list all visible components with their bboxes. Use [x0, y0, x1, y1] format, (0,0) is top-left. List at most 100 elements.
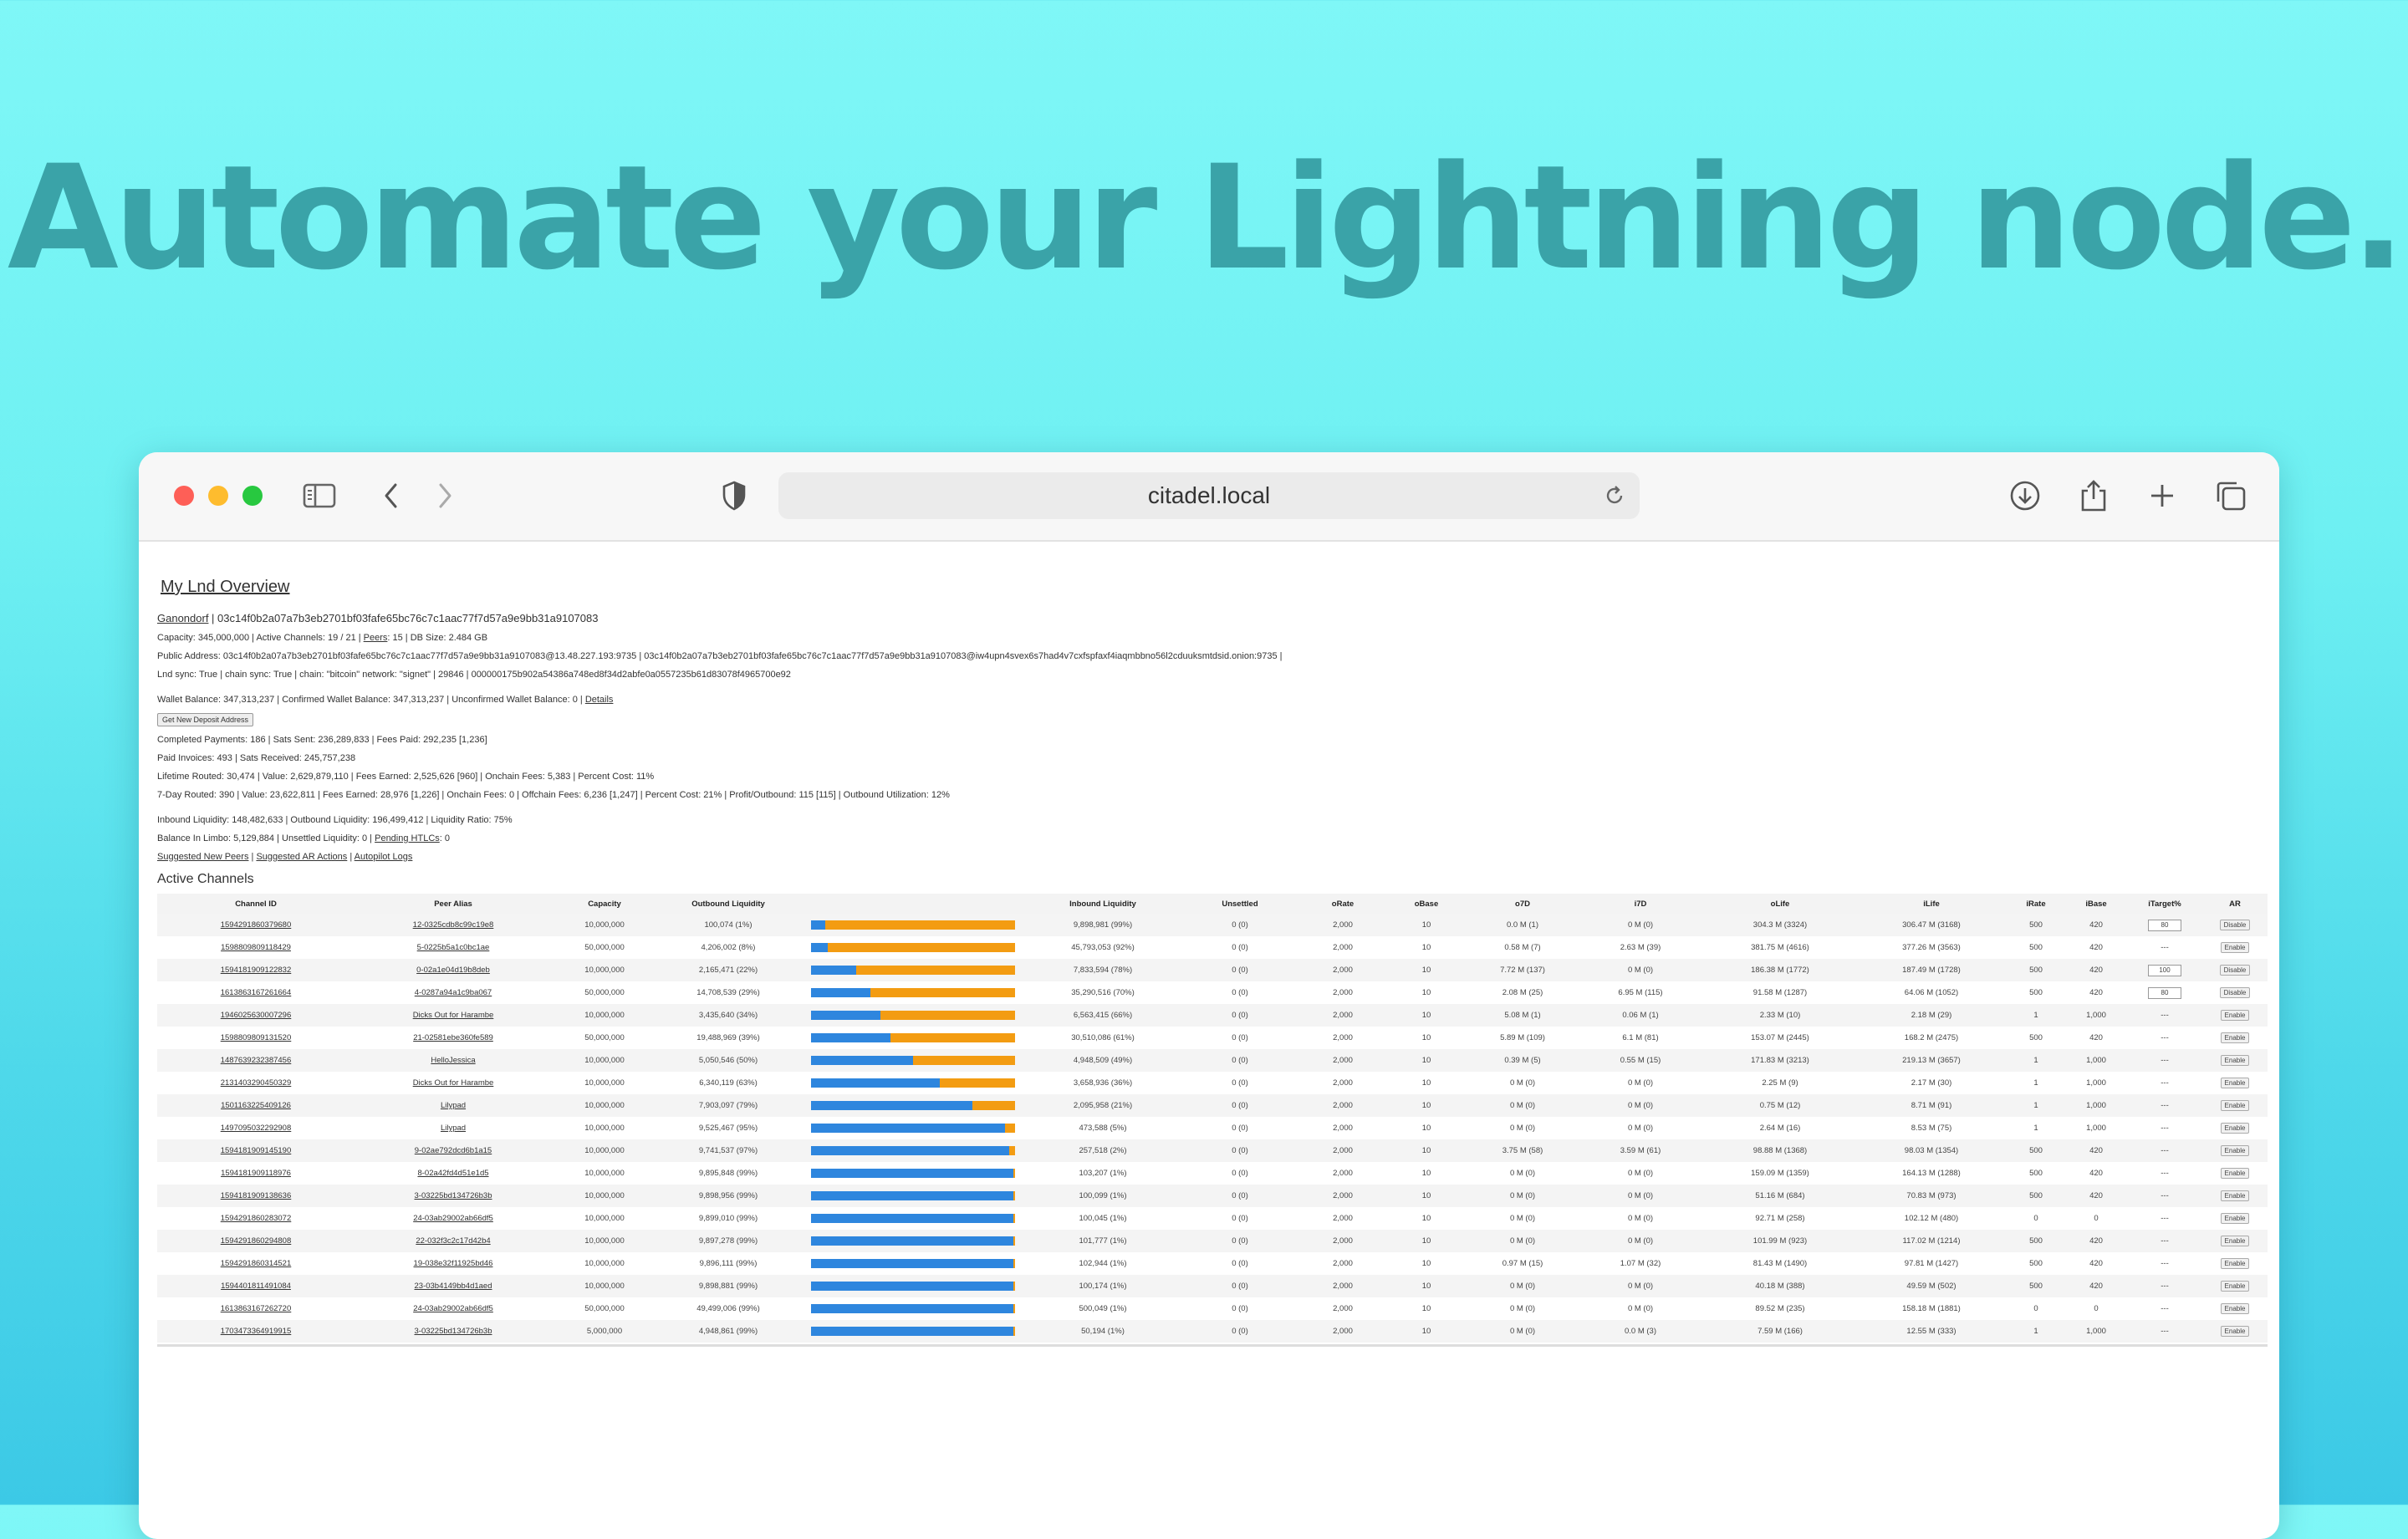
- inbound-liquidity-cell: 500,049 (1%): [1079, 1304, 1127, 1313]
- horizontal-scrollbar[interactable]: [157, 1344, 2268, 1347]
- peer-alias-link[interactable]: 21-02581ebe360fe589: [413, 1033, 493, 1042]
- peer-alias-link[interactable]: 3-03225bd134726b3b: [355, 1185, 552, 1207]
- ar-toggle-button[interactable]: Disable: [2219, 920, 2251, 930]
- channel-id-link[interactable]: 1594401811491084: [157, 1275, 355, 1297]
- ar-cell: Enable: [2202, 1275, 2268, 1297]
- peer-alias-link[interactable]: Dicks Out for Harambe: [355, 1004, 552, 1027]
- peer-alias-link[interactable]: 24-03ab29002ab66df5: [413, 1304, 493, 1313]
- suggested-ar-link[interactable]: Suggested AR Actions: [256, 852, 348, 862]
- channel-id-link[interactable]: 1946025630007296: [157, 1004, 355, 1027]
- channel-id-link[interactable]: 1598809809131520: [220, 1033, 292, 1042]
- i7d-cell: 0.0 M (3): [1577, 1320, 1704, 1343]
- peer-alias-link[interactable]: Dicks Out for Harambe: [412, 1078, 494, 1088]
- ar-cell: Enable: [2202, 1230, 2268, 1252]
- channel-id-link[interactable]: 1594291860294808: [157, 1230, 355, 1252]
- peer-alias-link[interactable]: 5-0225b5a1c0bc1ae: [416, 943, 490, 952]
- forward-icon[interactable]: [425, 476, 465, 516]
- obase-cell: 10: [1421, 1304, 1431, 1313]
- sidebar-icon[interactable]: [299, 476, 339, 516]
- peer-alias-link[interactable]: 24-03ab29002ab66df5: [413, 1214, 493, 1223]
- ibase-cell: 1,000: [2086, 1078, 2106, 1088]
- channel-id-link[interactable]: 1613863167262720: [220, 1304, 292, 1313]
- channel-id-link[interactable]: 1594181909122832: [157, 959, 355, 981]
- channel-id-link[interactable]: 1594181909138636: [157, 1185, 355, 1207]
- ar-toggle-button[interactable]: Enable: [2220, 1168, 2250, 1179]
- peer-alias-link[interactable]: 4-0287a94a1c9ba067: [414, 988, 492, 997]
- ar-toggle-button[interactable]: Enable: [2220, 942, 2250, 953]
- itarget-input[interactable]: 100: [2148, 964, 2181, 976]
- peer-alias-link[interactable]: 9-02ae792dcd6b1a15: [355, 1139, 552, 1162]
- ar-toggle-button[interactable]: Enable: [2220, 1145, 2250, 1156]
- liquidity-bar-cell: [799, 936, 1027, 959]
- autopilot-logs-link[interactable]: Autopilot Logs: [354, 852, 413, 862]
- column-header: AR: [2202, 894, 2268, 914]
- channel-id-link[interactable]: 1594291860283072: [220, 1214, 292, 1223]
- ar-toggle-button[interactable]: Enable: [2220, 1032, 2250, 1043]
- ar-toggle-button[interactable]: Enable: [2220, 1055, 2250, 1066]
- ar-toggle-button[interactable]: Disable: [2219, 965, 2251, 976]
- maximize-window-button[interactable]: [242, 486, 263, 506]
- ar-toggle-button[interactable]: Enable: [2220, 1213, 2250, 1224]
- o7d-cell: 2.08 M (25): [1502, 988, 1543, 997]
- channel-id-link[interactable]: 1594181909118976: [221, 1169, 291, 1178]
- peer-alias-link[interactable]: 3-03225bd134726b3b: [355, 1320, 552, 1343]
- channel-id-link[interactable]: 1497095032292908: [220, 1124, 292, 1133]
- reload-icon[interactable]: [1594, 476, 1635, 516]
- peer-alias-link[interactable]: 23-03b4149bb4d1aed: [355, 1275, 552, 1297]
- liquidity-bar: [811, 920, 1015, 930]
- minimize-window-button[interactable]: [208, 486, 228, 506]
- itarget-input[interactable]: 80: [2148, 986, 2181, 999]
- suggested-peers-link[interactable]: Suggested New Peers: [157, 852, 249, 862]
- i7d-cell: 0.55 M (15): [1577, 1049, 1704, 1072]
- page-title[interactable]: My Lnd Overview: [161, 578, 290, 596]
- new-tab-icon[interactable]: [2142, 476, 2182, 516]
- privacy-shield-icon[interactable]: [714, 476, 754, 516]
- peer-alias-link[interactable]: 12-0325cdb8c99c19e8: [355, 914, 552, 936]
- ar-toggle-button[interactable]: Enable: [2220, 1078, 2250, 1088]
- peer-alias-link[interactable]: 19-038e32f11925bd46: [413, 1259, 493, 1268]
- back-icon[interactable]: [371, 476, 411, 516]
- get-deposit-address-button[interactable]: Get New Deposit Address: [157, 713, 254, 726]
- address-bar[interactable]: citadel.local: [778, 472, 1640, 519]
- ibase-cell: 420: [2089, 1259, 2103, 1268]
- peer-alias-link[interactable]: 22-032f3c2c17d42b4: [355, 1230, 552, 1252]
- liquidity-bar: [811, 1259, 1015, 1268]
- downloads-icon[interactable]: [2005, 476, 2045, 516]
- outbound-liquidity-cell: 9,898,881 (99%): [657, 1275, 799, 1297]
- share-icon[interactable]: [2074, 476, 2114, 516]
- ar-toggle-button[interactable]: Enable: [2220, 1281, 2250, 1292]
- ilife-cell: 12.55 M (333): [1856, 1320, 2007, 1343]
- ar-toggle-button[interactable]: Enable: [2220, 1190, 2250, 1201]
- channel-id-link[interactable]: 1594291860314521: [220, 1259, 292, 1268]
- node-alias-link[interactable]: Ganondorf: [157, 612, 209, 624]
- peers-link[interactable]: Peers: [363, 633, 388, 643]
- ar-toggle-button[interactable]: Enable: [2220, 1123, 2250, 1134]
- peer-alias-link[interactable]: 0-02a1e04d19b8deb: [355, 959, 552, 981]
- peer-alias-link[interactable]: HelloJessica: [355, 1049, 552, 1072]
- channel-id-link[interactable]: 2131403290450329: [220, 1078, 292, 1088]
- channel-id-link[interactable]: 1487639232387456: [157, 1049, 355, 1072]
- channel-id-link[interactable]: 1598809809118429: [221, 943, 291, 952]
- channel-id-link[interactable]: 1613863167261664: [220, 988, 292, 997]
- ar-toggle-button[interactable]: Enable: [2220, 1010, 2250, 1021]
- tab-overview-icon[interactable]: [2211, 476, 2251, 516]
- itarget-input[interactable]: 80: [2148, 919, 2181, 931]
- details-link[interactable]: Details: [584, 695, 614, 705]
- close-window-button[interactable]: [174, 486, 194, 506]
- channel-id-link[interactable]: 1594291860379680: [157, 914, 355, 936]
- i7d-cell: 6.95 M (115): [1618, 988, 1663, 997]
- ar-toggle-button[interactable]: Enable: [2220, 1100, 2250, 1111]
- peer-alias-link[interactable]: Lilypad: [440, 1124, 467, 1133]
- ar-toggle-button[interactable]: Enable: [2220, 1258, 2250, 1269]
- ar-toggle-button[interactable]: Disable: [2219, 987, 2251, 998]
- capacity-cell: 10,000,000: [584, 1214, 625, 1223]
- channel-id-link[interactable]: 1703473364919915: [157, 1320, 355, 1343]
- pending-htlcs-link[interactable]: Pending HTLCs: [375, 833, 440, 843]
- peer-alias-link[interactable]: Lilypad: [355, 1094, 552, 1117]
- channel-id-link[interactable]: 1594181909145190: [157, 1139, 355, 1162]
- channel-id-link[interactable]: 1501163225409126: [157, 1094, 355, 1117]
- ar-toggle-button[interactable]: Enable: [2220, 1326, 2250, 1337]
- peer-alias-link[interactable]: 8-02a42fd4d51e1d5: [417, 1169, 489, 1178]
- ar-toggle-button[interactable]: Enable: [2220, 1236, 2250, 1246]
- ar-toggle-button[interactable]: Enable: [2220, 1303, 2250, 1314]
